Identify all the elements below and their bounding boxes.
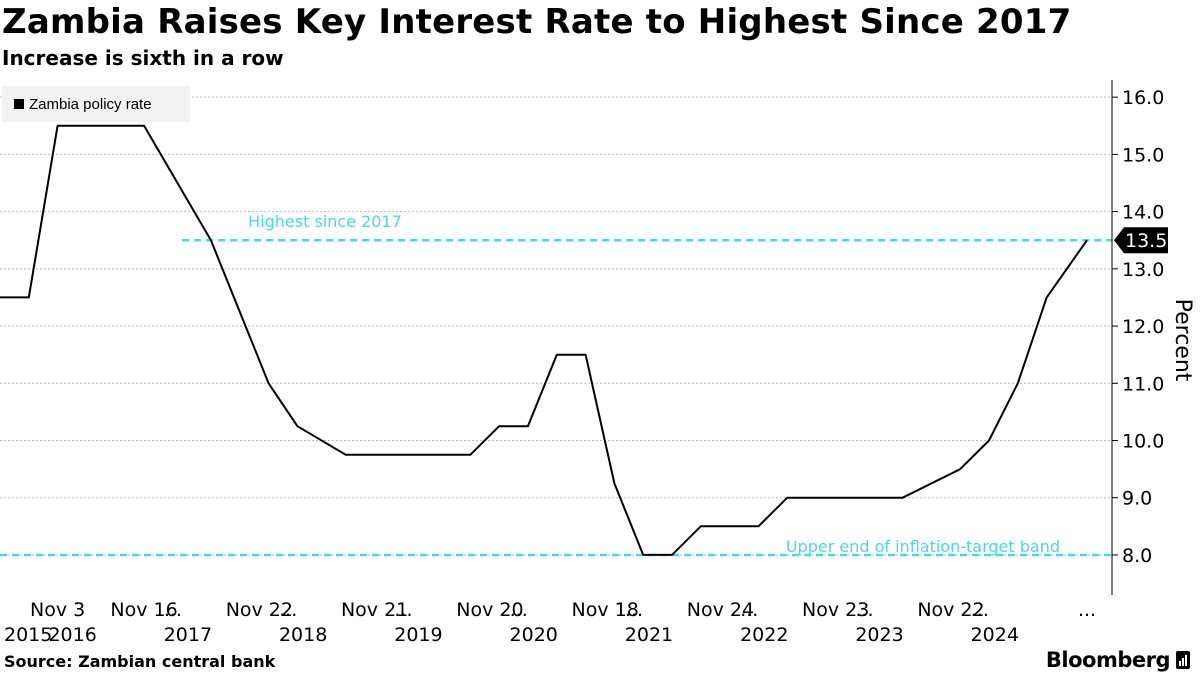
x-year-label: 2022 xyxy=(740,624,788,646)
x-year-label: 2019 xyxy=(394,624,442,646)
x-tick-label: Nov 20 xyxy=(456,599,523,621)
x-tick-ellipsis: ... xyxy=(510,599,528,621)
y-tick-label: 11.0 xyxy=(1122,373,1164,395)
x-tick-ellipsis: ... xyxy=(279,599,297,621)
series-line-policy-rate xyxy=(0,124,1088,556)
x-tick-ellipsis: ... xyxy=(1078,599,1096,621)
x-tick-ellipsis: ... xyxy=(740,599,758,621)
legend-label: Zambia policy rate xyxy=(29,95,152,113)
last-value-label: 13.5 xyxy=(1125,230,1167,252)
legend-swatch xyxy=(14,99,24,109)
x-year-label: 2024 xyxy=(971,624,1019,646)
x-year-label: 2021 xyxy=(625,624,673,646)
x-year-label: 2016 xyxy=(48,624,96,646)
x-year-label: 2017 xyxy=(164,624,212,646)
y-tick-label: 14.0 xyxy=(1122,202,1164,224)
x-tick-label: Nov 18 xyxy=(572,599,639,621)
y-tick-label: 8.0 xyxy=(1122,545,1152,567)
brand-name: Bloomberg xyxy=(1045,648,1171,672)
x-tick-ellipsis: ... xyxy=(971,599,989,621)
annotation-label: Highest since 2017 xyxy=(248,212,402,231)
x-tick-ellipsis: ... xyxy=(625,599,643,621)
x-tick-label: Nov 21 xyxy=(341,599,408,621)
x-tick-ellipsis: ... xyxy=(394,599,412,621)
annotation-label: Upper end of inflation-target band xyxy=(786,537,1060,556)
y-tick-label: 9.0 xyxy=(1122,488,1152,510)
y-tick-label: 12.0 xyxy=(1122,316,1164,338)
legend: Zambia policy rate xyxy=(2,86,190,122)
x-tick-ellipsis: ... xyxy=(855,599,873,621)
y-axis-title: Percent xyxy=(1170,299,1195,382)
x-year-label: 2018 xyxy=(279,624,327,646)
y-tick-label: 13.0 xyxy=(1122,259,1164,281)
chart-subtitle: Increase is sixth in a row xyxy=(2,46,284,70)
x-year-label: 2020 xyxy=(510,624,558,646)
chart-title: Zambia Raises Key Interest Rate to Highe… xyxy=(2,2,1072,42)
x-tick-label: Nov 23 xyxy=(802,599,869,621)
x-tick-label: Nov 22 xyxy=(226,599,293,621)
y-tick-label: 16.0 xyxy=(1122,87,1164,109)
last-value-callout xyxy=(1114,227,1168,254)
brand-logo: Bloomberg xyxy=(1046,648,1190,672)
x-tick-ellipsis: ... xyxy=(164,599,182,621)
x-year-label: 2015 xyxy=(4,624,52,646)
x-tick-label: Nov 24 xyxy=(687,599,754,621)
source-note: Source: Zambian central bank xyxy=(4,652,276,671)
y-tick-label: 15.0 xyxy=(1122,144,1164,166)
bloomberg-terminal-icon xyxy=(1176,651,1190,669)
x-year-label: 2023 xyxy=(855,624,903,646)
x-tick-label: Nov 22 xyxy=(917,599,984,621)
x-tick-label: Nov 3 xyxy=(30,599,85,621)
y-tick-label: 10.0 xyxy=(1122,431,1164,453)
x-tick-label: Nov 16 xyxy=(110,599,177,621)
